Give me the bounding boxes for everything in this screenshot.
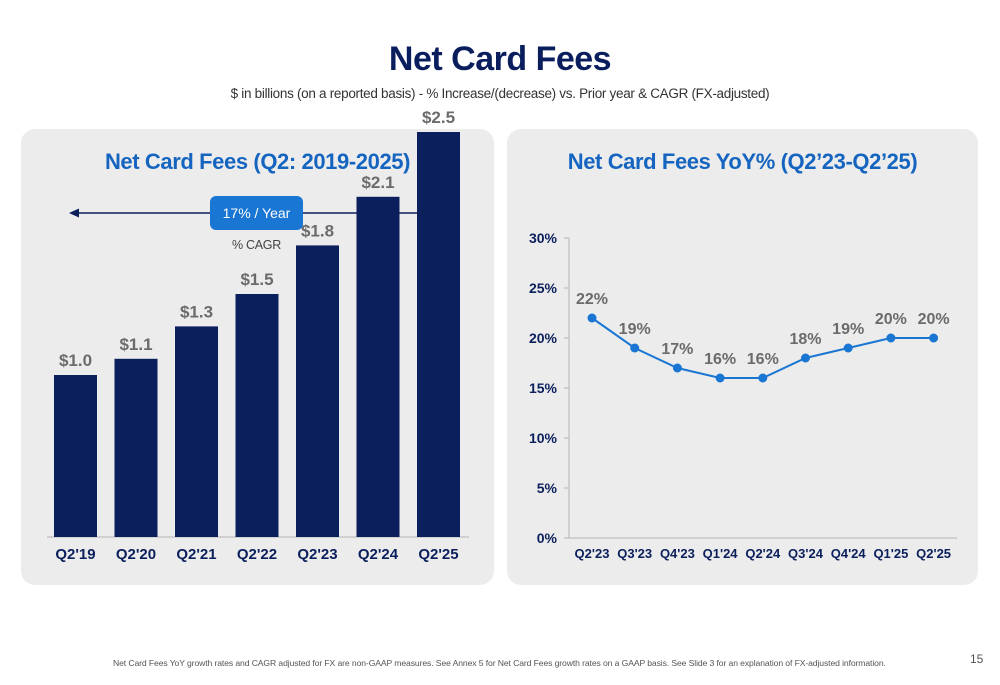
bar-chart: $1.0 Q2'19 $1.1 Q2'20 $1.3 Q2'21 $1.5 Q2'22 $1.8… [47, 108, 469, 563]
bar-value-label: $1.1 [119, 335, 152, 354]
y-tick-label: 0% [537, 530, 558, 546]
bar-value-label: $1.0 [59, 351, 92, 370]
point-value-label: 16% [747, 351, 779, 368]
bar [114, 358, 158, 537]
bar [417, 132, 460, 537]
page-number: 15 [970, 652, 984, 666]
line-chart: 0% 5% 10% 15% 20% 25% 30% 22% Q2'23 19% Q3'23 17% Q4… [529, 230, 957, 561]
point-value-label: 18% [789, 331, 821, 348]
x-tick-label: Q2'21 [176, 546, 216, 563]
page-subtitle: $ in billions (on a reported basis) - % … [230, 86, 770, 101]
x-tick-label: Q2'25 [418, 546, 458, 563]
bar-value-label: $2.5 [422, 108, 455, 127]
data-point [630, 343, 640, 353]
x-tick-label: Q2'24 [745, 546, 781, 561]
bar [235, 294, 279, 537]
y-tick-label: 30% [529, 230, 558, 246]
bar [356, 196, 400, 538]
bar-value-label: $1.3 [180, 302, 213, 321]
page-title: Net Card Fees [388, 40, 612, 78]
x-tick-label: Q2'22 [237, 546, 277, 563]
x-tick-label: Q3'24 [788, 546, 824, 561]
x-tick-label: Q2'23 [297, 546, 337, 563]
y-tick-label: 15% [529, 380, 558, 396]
y-tick-label: 10% [529, 430, 558, 446]
cagr-label: % CAGR [232, 238, 281, 252]
point-value-label: 16% [704, 351, 736, 368]
y-tick-label: 5% [537, 480, 558, 496]
point-value-label: 20% [875, 311, 907, 328]
data-point [672, 363, 682, 373]
point-value-label: 20% [918, 311, 950, 328]
point-value-label: 17% [661, 341, 693, 358]
y-tick-label: 20% [529, 330, 558, 346]
bar-chart-title: Net Card Fees (Q2: 2019-2025) [104, 149, 411, 174]
data-point [929, 333, 939, 343]
bar [296, 245, 339, 537]
footnote: Net Card Fees YoY growth rates and CAGR … [113, 658, 886, 668]
bar-chart-panel: Net Card Fees (Q2: 2019-2025) $1.0 Q2'19 $… [21, 108, 494, 585]
data-point [886, 333, 896, 343]
data-point [758, 373, 768, 383]
x-tick-label: Q2'24 [358, 546, 399, 563]
x-tick-label: Q1'24 [703, 546, 739, 561]
data-point [715, 373, 725, 383]
bar-value-label: $1.5 [240, 270, 273, 289]
x-tick-label: Q2'25 [916, 546, 951, 561]
line-chart-title: Net Card Fees YoY% (Q2’23-Q2’25) [567, 149, 918, 174]
x-tick-label: Q1'25 [873, 546, 908, 561]
bar-value-label: $2.1 [361, 173, 394, 192]
x-tick-label: Q4'23 [660, 546, 695, 561]
x-tick-label: Q4'24 [831, 546, 867, 561]
x-tick-label: Q2'20 [116, 546, 156, 563]
data-point [801, 353, 810, 363]
bar-value-label: $1.8 [301, 221, 334, 240]
bar [175, 326, 218, 537]
bar [54, 375, 97, 537]
x-tick-label: Q2'23 [575, 546, 610, 561]
line-chart-panel: Net Card Fees YoY% (Q2’23-Q2’25) 0% 5% 10%… [507, 129, 978, 585]
data-point [587, 313, 597, 323]
x-tick-label: Q2'19 [55, 546, 95, 563]
point-value-label: 22% [576, 291, 608, 308]
x-tick-label: Q3'23 [617, 546, 652, 561]
point-value-label: 19% [832, 321, 864, 338]
cagr-badge: 17% / Year [210, 196, 303, 230]
point-value-label: 19% [619, 321, 651, 338]
y-tick-label: 25% [529, 280, 558, 296]
data-point [843, 343, 853, 353]
